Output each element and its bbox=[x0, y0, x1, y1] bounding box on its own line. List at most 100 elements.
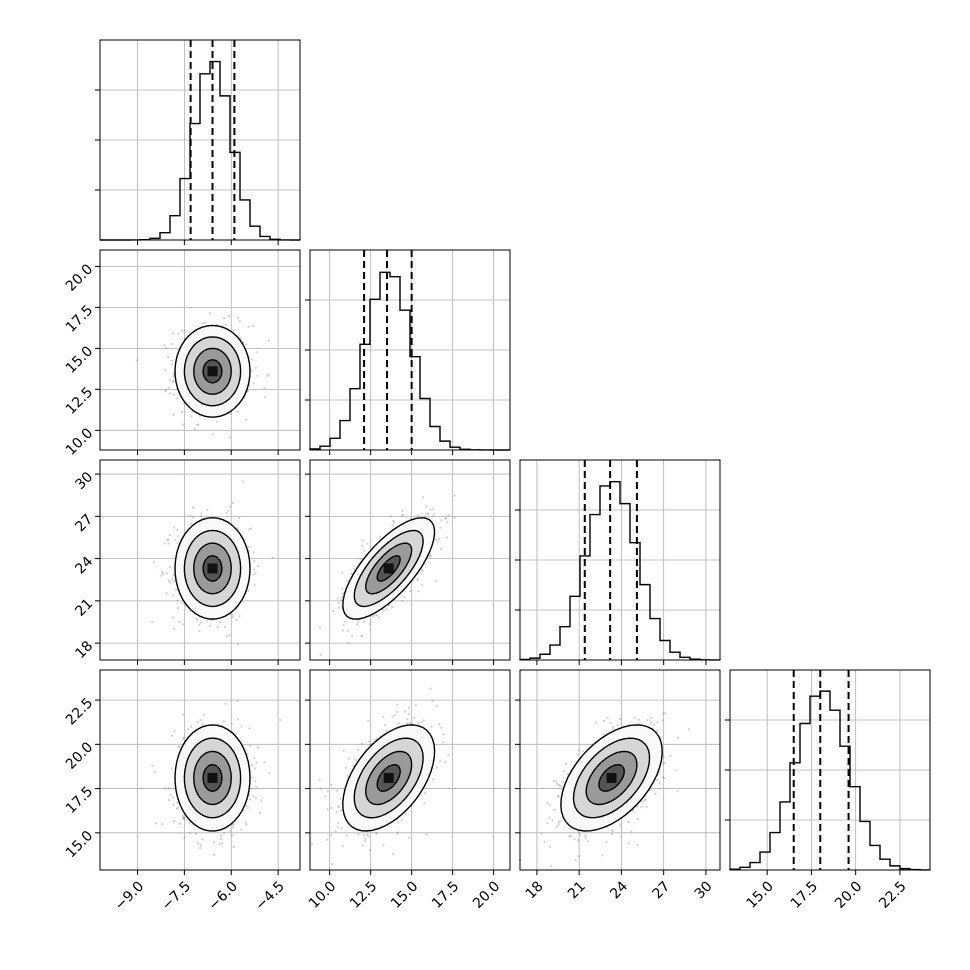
scatter-point bbox=[420, 512, 423, 515]
scatter-point bbox=[569, 827, 572, 830]
scatter-point bbox=[339, 797, 342, 801]
scatter-point bbox=[236, 527, 239, 530]
scatter-point bbox=[253, 560, 256, 563]
x-tick-label: 21 bbox=[565, 878, 589, 902]
scatter-point bbox=[162, 572, 165, 576]
scatter-point bbox=[424, 515, 427, 518]
scatter-point bbox=[422, 496, 425, 499]
scatter-point bbox=[232, 823, 235, 827]
scatter-point bbox=[226, 635, 229, 638]
contour-line bbox=[202, 763, 223, 792]
scatter-point bbox=[259, 812, 262, 815]
scatter-point bbox=[267, 373, 270, 376]
scatter-point bbox=[383, 723, 386, 727]
x-tick-label: −6.0 bbox=[206, 878, 241, 913]
scatter-point bbox=[177, 745, 180, 749]
scatter-point bbox=[635, 805, 638, 808]
scatter-point bbox=[391, 523, 394, 526]
scatter-point bbox=[382, 844, 385, 847]
y-tick-label: 15.0 bbox=[63, 343, 96, 376]
scatter-point bbox=[340, 596, 343, 599]
scatter-point bbox=[336, 822, 339, 825]
scatter-point bbox=[267, 339, 270, 342]
scatter-point bbox=[192, 506, 195, 509]
scatter-point bbox=[336, 826, 339, 829]
scatter-point bbox=[332, 609, 335, 613]
scatter-point bbox=[263, 387, 266, 390]
scatter-point bbox=[310, 842, 314, 845]
scatter-point bbox=[340, 599, 343, 602]
scatter-point bbox=[557, 794, 560, 798]
scatter-point bbox=[236, 718, 240, 721]
scatter-point bbox=[161, 570, 164, 574]
scatter-point bbox=[256, 374, 259, 377]
scatter-point bbox=[364, 839, 367, 843]
scatter-point bbox=[182, 736, 185, 739]
scatter-point bbox=[360, 635, 363, 638]
scatter-point bbox=[397, 821, 400, 824]
scatter-point bbox=[213, 853, 216, 857]
scatter-point bbox=[189, 514, 192, 518]
panel-frame bbox=[309, 459, 511, 661]
scatter-point bbox=[195, 832, 198, 835]
x-tick-label: −7.5 bbox=[159, 878, 194, 913]
scatter-point bbox=[433, 512, 436, 515]
scatter-point bbox=[239, 337, 242, 340]
scatter-point bbox=[153, 771, 156, 774]
scatter-point bbox=[656, 720, 659, 724]
scatter-panel-3-0 bbox=[95, 669, 301, 875]
scatter-point bbox=[352, 764, 355, 767]
y-tick-label: 24 bbox=[72, 554, 96, 578]
scatter-point bbox=[619, 824, 622, 827]
scatter-point bbox=[344, 766, 348, 769]
scatter-point bbox=[407, 836, 410, 839]
scatter-point bbox=[164, 390, 167, 393]
scatter-point bbox=[650, 721, 653, 724]
scatter-point bbox=[172, 379, 175, 382]
scatter-point bbox=[631, 809, 635, 812]
scatter-point bbox=[438, 723, 441, 726]
scatter-point bbox=[228, 314, 231, 317]
scatter-point bbox=[348, 757, 351, 760]
scatter-point bbox=[176, 397, 179, 400]
scatter-point bbox=[255, 351, 258, 354]
scatter-point bbox=[616, 724, 619, 727]
scatter-point bbox=[428, 554, 431, 557]
scatter-point bbox=[347, 642, 350, 645]
contour-line bbox=[560, 724, 663, 832]
scatter-point bbox=[228, 505, 232, 508]
scatter-point bbox=[236, 410, 239, 413]
scatter-point bbox=[223, 831, 226, 834]
scatter-point bbox=[330, 783, 333, 786]
scatter-point bbox=[254, 767, 257, 770]
scatter-point bbox=[176, 607, 180, 610]
scatter-point bbox=[561, 781, 565, 784]
y-tick-label: 30 bbox=[72, 469, 96, 493]
scatter-point bbox=[391, 605, 394, 609]
contour-line bbox=[193, 347, 232, 395]
scatter-point bbox=[174, 588, 178, 591]
scatter-point bbox=[676, 790, 679, 793]
scatter-point bbox=[263, 396, 266, 399]
scatter-point bbox=[238, 320, 241, 323]
scatter-point bbox=[201, 322, 204, 325]
scatter-point bbox=[252, 551, 255, 554]
scatter-point bbox=[645, 805, 648, 809]
scatter-point bbox=[279, 719, 282, 722]
y-tick-label: 15.0 bbox=[63, 828, 96, 861]
scatter-point bbox=[401, 599, 404, 603]
scatter-point bbox=[364, 837, 367, 840]
scatter-point bbox=[250, 369, 253, 372]
scatter-point bbox=[199, 847, 202, 850]
scatter-point bbox=[335, 789, 338, 792]
scatter-point bbox=[434, 538, 437, 541]
x-tick-label: 17.5 bbox=[429, 878, 462, 911]
scatter-point bbox=[245, 823, 248, 826]
scatter-point bbox=[341, 844, 345, 848]
density-peak bbox=[207, 563, 218, 574]
scatter-point bbox=[254, 779, 257, 783]
scatter-point bbox=[237, 316, 240, 319]
contour-line bbox=[364, 542, 413, 595]
scatter-point bbox=[584, 837, 587, 840]
scatter-point bbox=[218, 843, 221, 846]
